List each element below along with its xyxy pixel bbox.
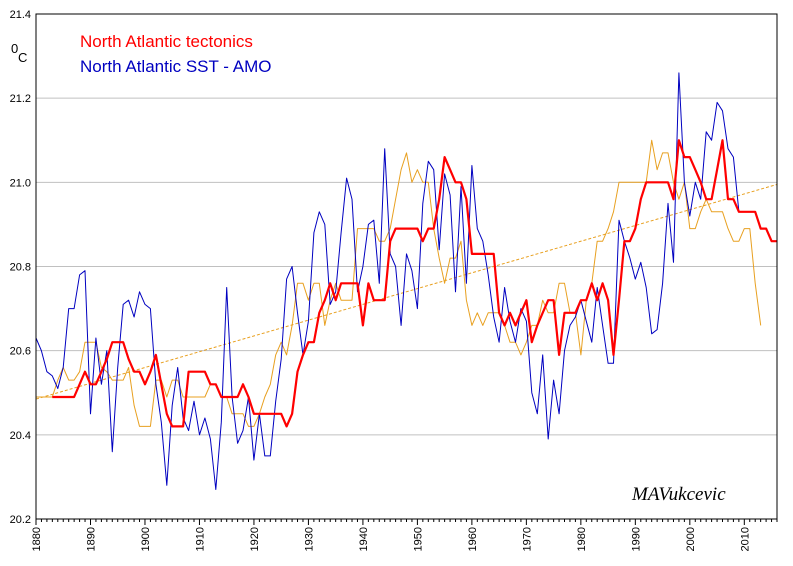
x-tick-label: 1960 xyxy=(467,527,479,551)
y-tick-label: 21.0 xyxy=(10,177,31,189)
x-tick-label: 1990 xyxy=(630,527,642,551)
x-tick-label: 1970 xyxy=(521,527,533,551)
y-tick-label: 20.6 xyxy=(10,346,31,358)
y-tick-label: 21.2 xyxy=(10,93,31,105)
unit-superscript: 0 xyxy=(11,41,18,56)
x-axis: 1880 1890 1900 1910 1920 1930 1940 1950 1960 1970… xyxy=(31,519,778,551)
signature: MAVukcevic xyxy=(631,484,726,505)
legend-sst-amo: North Atlantic SST - AMO xyxy=(80,57,271,76)
y-axis: 20.2 20.4 20.6 20.8 21.0 21.2 21.4 xyxy=(10,9,31,526)
y-tick-label: 21.4 xyxy=(10,9,31,21)
x-tick-label: 2000 xyxy=(685,527,697,551)
x-tick-label: 1910 xyxy=(194,527,206,551)
x-tick-label: 1950 xyxy=(412,527,424,551)
y-tick-label: 20.8 xyxy=(10,262,31,274)
x-tick-label: 2010 xyxy=(739,527,751,551)
legend-tectonics: North Atlantic tectonics xyxy=(80,32,253,51)
x-tick-label: 1980 xyxy=(576,527,588,551)
x-tick-label: 1880 xyxy=(31,527,43,551)
y-tick-label: 20.4 xyxy=(10,430,31,442)
x-tick-label: 1920 xyxy=(249,527,261,551)
unit-label: C xyxy=(18,50,27,65)
x-tick-label: 1930 xyxy=(303,527,315,551)
y-tick-label: 20.2 xyxy=(10,514,31,526)
tectonics-line xyxy=(52,139,777,428)
orange-series-line xyxy=(36,139,762,427)
sst-amo-line xyxy=(35,72,740,490)
data-lines xyxy=(35,72,778,490)
x-tick-label: 1900 xyxy=(140,527,152,551)
x-tick-label: 1940 xyxy=(358,527,370,551)
trend-line xyxy=(35,183,778,400)
x-tick-label: 1890 xyxy=(85,527,97,551)
